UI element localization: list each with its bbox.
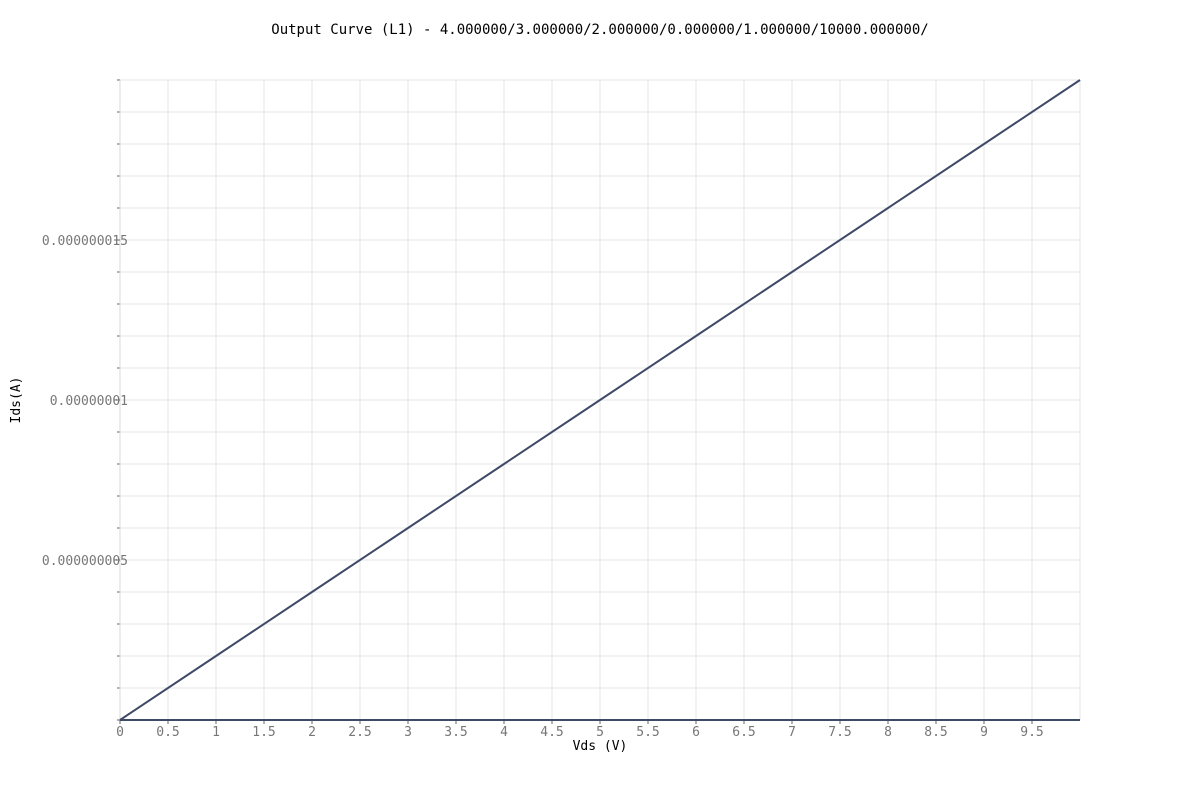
x-tick-label: 9.5 (1020, 725, 1043, 740)
series (119, 79, 1081, 721)
x-tick-label: 2 (308, 725, 316, 740)
y-tick-label: 0.000000015 (42, 234, 128, 249)
x-tick-label: 6 (692, 725, 700, 740)
x-tick-label: 5.5 (636, 725, 659, 740)
y-axis-label: Ids(A) (9, 377, 24, 424)
axes (114, 79, 1033, 724)
x-tick-label: 9 (980, 725, 988, 740)
chart-title: Output Curve (L1) - 4.000000/3.000000/2.… (271, 22, 929, 38)
grid (119, 79, 1081, 721)
series-line-1 (119, 79, 1081, 721)
x-tick-label: 4 (500, 725, 508, 740)
tick-labels: 0 0.5 1 1.5 2 2.5 3 3.5 4 4.5 5 5.5 6 6.5 7 7.5 8 8.5 9 9.5… (42, 234, 1044, 740)
x-axis-label: Vds (V) (573, 739, 628, 754)
y-tick-label: 0.000000005 (42, 554, 128, 569)
x-tick-label: 0 (116, 725, 124, 740)
x-tick-label: 1.5 (252, 725, 275, 740)
x-tick-label: 8.5 (924, 725, 947, 740)
x-tick-label: 5 (596, 725, 604, 740)
x-tick-label: 7 (788, 725, 796, 740)
x-tick-label: 8 (884, 725, 892, 740)
x-tick-label: 1 (212, 725, 220, 740)
y-tick-label: 0.00000001 (50, 394, 128, 409)
x-tick-label: 2.5 (348, 725, 371, 740)
x-tick-label: 4.5 (540, 725, 563, 740)
x-tick-label: 6.5 (732, 725, 755, 740)
x-tick-label: 3.5 (444, 725, 467, 740)
x-tick-label: 0.5 (156, 725, 179, 740)
x-tick-label: 3 (404, 725, 412, 740)
x-tick-label: 7.5 (828, 725, 851, 740)
